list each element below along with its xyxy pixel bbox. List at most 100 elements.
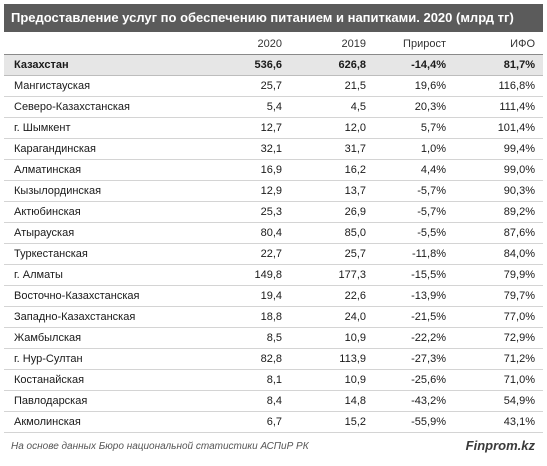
table-row: Карагандинская 32,1 31,7 1,0% 99,4% <box>4 138 543 160</box>
header-region <box>4 34 204 55</box>
value-2019-cell: 626,8 <box>290 54 374 76</box>
value-2019-cell: 22,6 <box>290 285 374 307</box>
growth-cell: -11,8% <box>374 243 454 265</box>
region-cell: Алматинская <box>4 159 204 181</box>
value-2020-cell: 149,8 <box>204 264 290 286</box>
ifo-cell: 71,2% <box>454 348 543 370</box>
region-cell: г. Алматы <box>4 264 204 286</box>
header-2020: 2020 <box>204 34 290 55</box>
value-2019-cell: 25,7 <box>290 243 374 265</box>
value-2020-cell: 16,9 <box>204 159 290 181</box>
value-2019-cell: 177,3 <box>290 264 374 286</box>
growth-cell: -21,5% <box>374 306 454 328</box>
region-cell: Жамбылская <box>4 327 204 349</box>
table-row: Атырауская 80,4 85,0 -5,5% 87,6% <box>4 222 543 244</box>
value-2020-cell: 18,8 <box>204 306 290 328</box>
value-2020-cell: 6,7 <box>204 411 290 433</box>
table-row: Мангистауская 25,7 21,5 19,6% 116,8% <box>4 75 543 97</box>
value-2020-cell: 12,9 <box>204 180 290 202</box>
table-row: Акмолинская 6,7 15,2 -55,9% 43,1% <box>4 411 543 433</box>
value-2019-cell: 15,2 <box>290 411 374 433</box>
value-2019-cell: 10,9 <box>290 327 374 349</box>
value-2019-cell: 12,0 <box>290 117 374 139</box>
value-2020-cell: 80,4 <box>204 222 290 244</box>
growth-cell: -5,7% <box>374 180 454 202</box>
value-2020-cell: 25,3 <box>204 201 290 223</box>
ifo-cell: 81,7% <box>454 54 543 76</box>
value-2020-cell: 536,6 <box>204 54 290 76</box>
header-ifo: ИФО <box>454 34 543 55</box>
value-2020-cell: 82,8 <box>204 348 290 370</box>
header-growth: Прирост <box>374 34 454 55</box>
table-title: Предоставление услуг по обеспечению пита… <box>4 4 543 32</box>
value-2020-cell: 8,1 <box>204 369 290 391</box>
growth-cell: -43,2% <box>374 390 454 412</box>
value-2020-cell: 8,4 <box>204 390 290 412</box>
source-note: На основе данных Бюро национальной стати… <box>11 441 309 452</box>
ifo-cell: 43,1% <box>454 411 543 433</box>
table-row: Костанайская 8,1 10,9 -25,6% 71,0% <box>4 369 543 391</box>
region-cell: Павлодарская <box>4 390 204 412</box>
value-2019-cell: 31,7 <box>290 138 374 160</box>
region-cell: Акмолинская <box>4 411 204 433</box>
footer: На основе данных Бюро национальной стати… <box>0 433 547 463</box>
growth-cell: -5,7% <box>374 201 454 223</box>
growth-cell: 5,7% <box>374 117 454 139</box>
table-row: Восточно-Казахстанская 19,4 22,6 -13,9% 79,7… <box>4 285 543 307</box>
growth-cell: 19,6% <box>374 75 454 97</box>
ifo-cell: 99,0% <box>454 159 543 181</box>
growth-cell: 1,0% <box>374 138 454 160</box>
growth-cell: 4,4% <box>374 159 454 181</box>
table-row: г. Шымкент 12,7 12,0 5,7% 101,4% <box>4 117 543 139</box>
ifo-cell: 54,9% <box>454 390 543 412</box>
value-2020-cell: 32,1 <box>204 138 290 160</box>
growth-cell: -14,4% <box>374 54 454 76</box>
value-2019-cell: 24,0 <box>290 306 374 328</box>
value-2019-cell: 4,5 <box>290 96 374 118</box>
growth-cell: -5,5% <box>374 222 454 244</box>
ifo-cell: 77,0% <box>454 306 543 328</box>
ifo-cell: 72,9% <box>454 327 543 349</box>
growth-cell: -55,9% <box>374 411 454 433</box>
value-2019-cell: 85,0 <box>290 222 374 244</box>
value-2019-cell: 14,8 <box>290 390 374 412</box>
growth-cell: -13,9% <box>374 285 454 307</box>
table-row: Кызылординская 12,9 13,7 -5,7% 90,3% <box>4 180 543 202</box>
region-cell: Западно-Казахстанская <box>4 306 204 328</box>
total-row: Казахстан 536,6 626,8 -14,4% 81,7% <box>4 54 543 76</box>
region-cell: Атырауская <box>4 222 204 244</box>
value-2020-cell: 8,5 <box>204 327 290 349</box>
table-row: г. Нур-Султан 82,8 113,9 -27,3% 71,2% <box>4 348 543 370</box>
value-2020-cell: 5,4 <box>204 96 290 118</box>
header-2019: 2019 <box>290 34 374 55</box>
ifo-cell: 101,4% <box>454 117 543 139</box>
table-row: г. Алматы 149,8 177,3 -15,5% 79,9% <box>4 264 543 286</box>
value-2020-cell: 25,7 <box>204 75 290 97</box>
brand-logo-text: Finprom.kz <box>465 438 535 453</box>
value-2020-cell: 12,7 <box>204 117 290 139</box>
ifo-cell: 84,0% <box>454 243 543 265</box>
growth-cell: -15,5% <box>374 264 454 286</box>
region-cell: Мангистауская <box>4 75 204 97</box>
ifo-cell: 111,4% <box>454 96 543 118</box>
table-row: Жамбылская 8,5 10,9 -22,2% 72,9% <box>4 327 543 349</box>
table-row: Туркестанская 22,7 25,7 -11,8% 84,0% <box>4 243 543 265</box>
region-cell: г. Нур-Султан <box>4 348 204 370</box>
value-2019-cell: 10,9 <box>290 369 374 391</box>
ifo-cell: 89,2% <box>454 201 543 223</box>
growth-cell: -22,2% <box>374 327 454 349</box>
region-cell: Казахстан <box>4 54 204 76</box>
growth-cell: -27,3% <box>374 348 454 370</box>
value-2020-cell: 19,4 <box>204 285 290 307</box>
ifo-cell: 116,8% <box>454 75 543 97</box>
ifo-cell: 79,9% <box>454 264 543 286</box>
region-cell: Актюбинская <box>4 201 204 223</box>
growth-cell: -25,6% <box>374 369 454 391</box>
region-cell: Восточно-Казахстанская <box>4 285 204 307</box>
table-row: Актюбинская 25,3 26,9 -5,7% 89,2% <box>4 201 543 223</box>
value-2020-cell: 22,7 <box>204 243 290 265</box>
table-row: Западно-Казахстанская 18,8 24,0 -21,5% 77,0% <box>4 306 543 328</box>
value-2019-cell: 26,9 <box>290 201 374 223</box>
region-cell: г. Шымкент <box>4 117 204 139</box>
